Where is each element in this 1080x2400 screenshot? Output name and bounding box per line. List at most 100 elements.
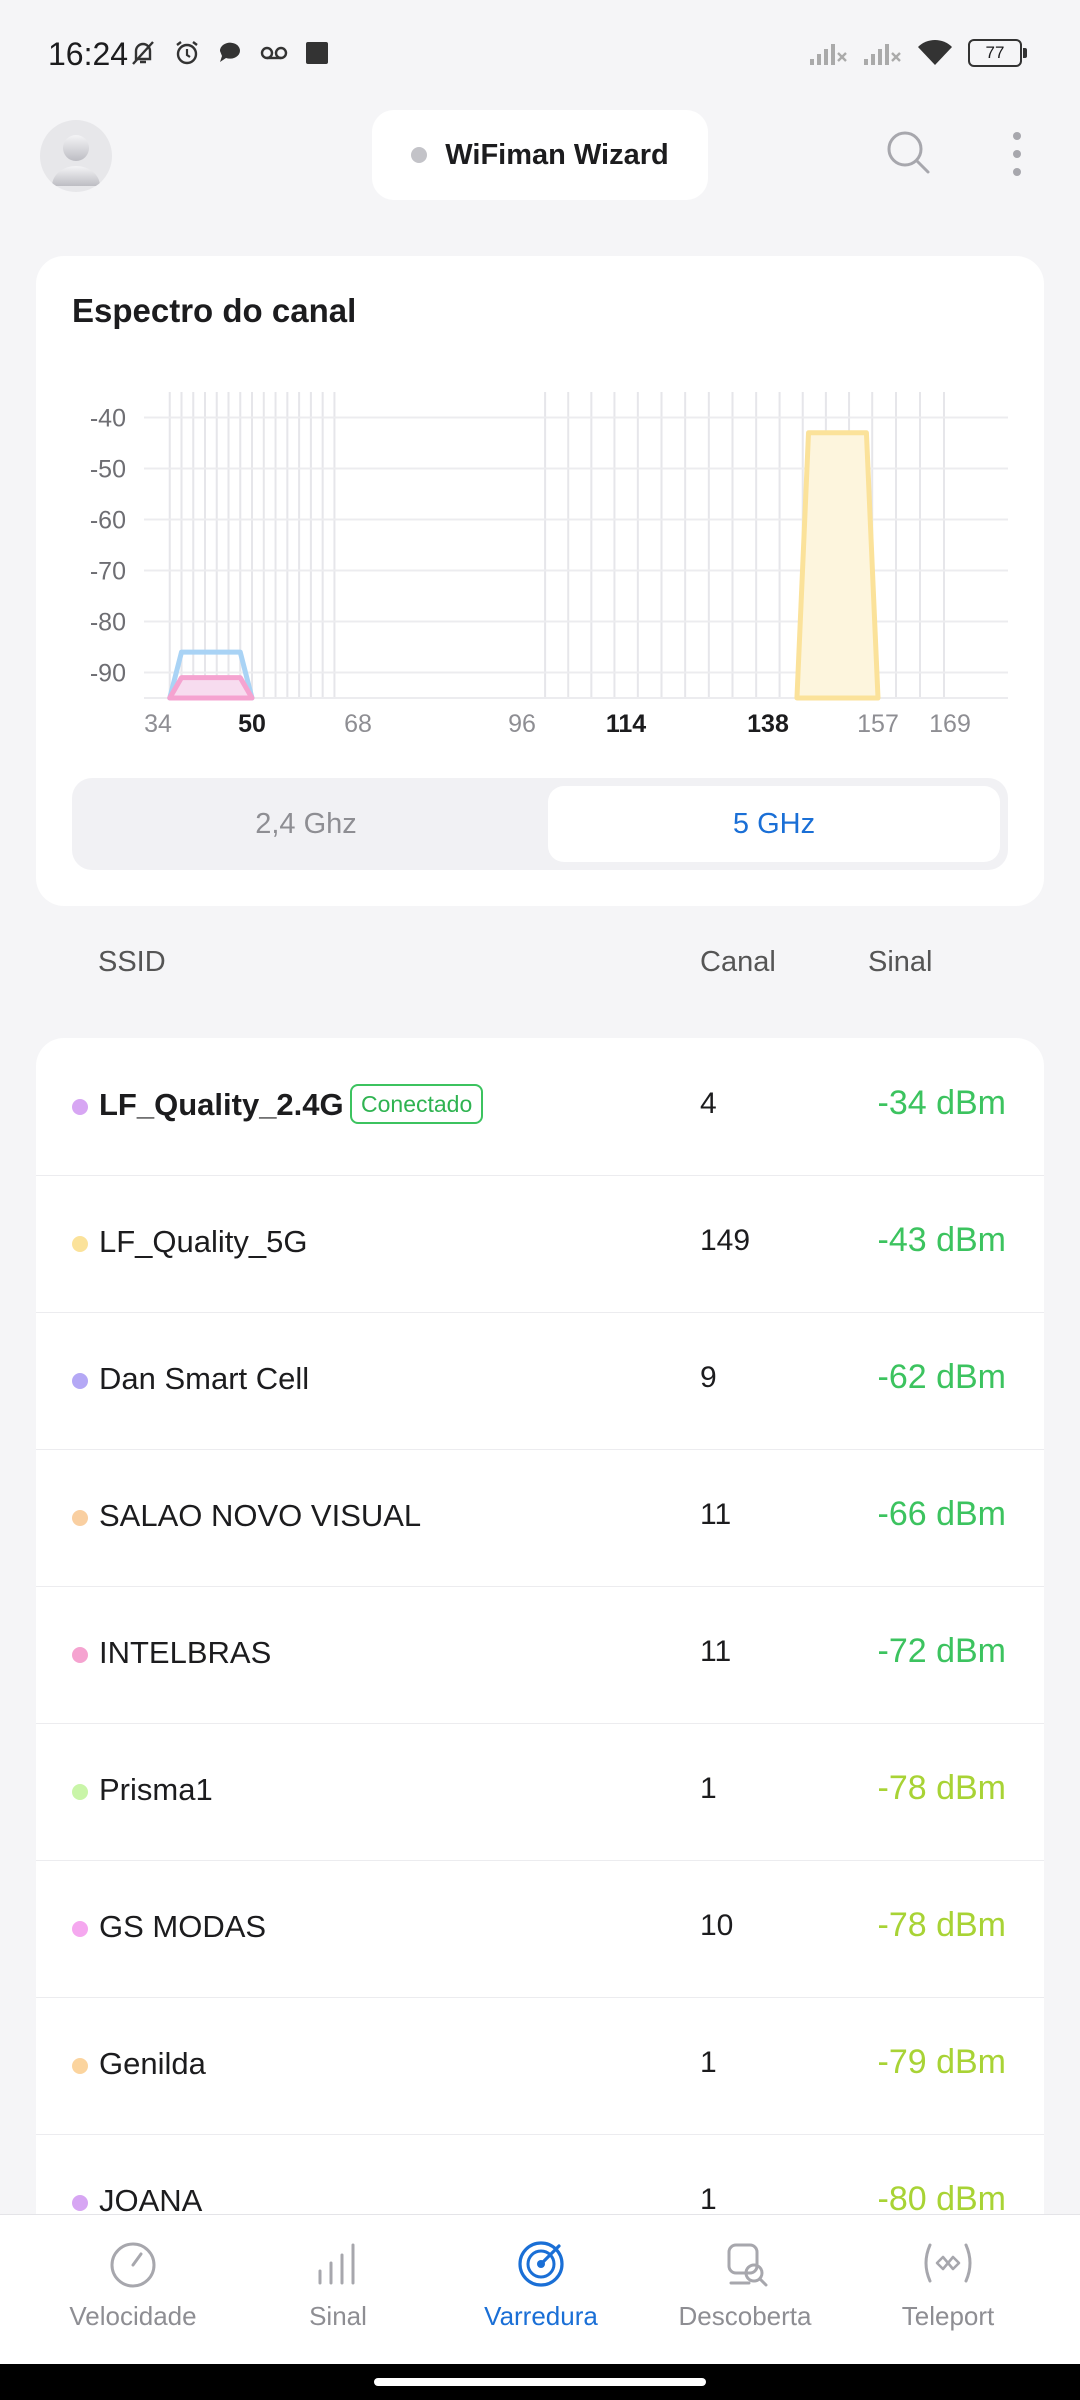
device-discovery-icon (727, 2243, 768, 2287)
nav-label: Descoberta (678, 2301, 812, 2331)
network-channel: 4 (700, 1087, 717, 1120)
nav-label: Varredura (484, 2301, 598, 2331)
system-icons: 77 (808, 38, 1027, 68)
network-color-dot (72, 2058, 88, 2074)
signal-bars-icon (318, 2243, 355, 2285)
avatar[interactable] (40, 120, 112, 192)
network-color-dot (72, 1784, 88, 1800)
card-title: Espectro do canal (72, 292, 357, 329)
network-ssid: JOANA (99, 2183, 203, 2218)
network-list: LF_Quality_2.4G Conectado 4 -34 dBm LF_Quali… (36, 1038, 1044, 2218)
column-header-signal[interactable]: Sinal (868, 946, 933, 978)
home-handle[interactable] (374, 2378, 706, 2386)
alarm-icon (176, 41, 198, 65)
teleport-icon (924, 2243, 972, 2283)
y-tick-label: -60 (90, 507, 126, 535)
nav-label: Sinal (309, 2301, 367, 2331)
band-option-5ghz[interactable]: 5 GHz (548, 786, 1000, 862)
gesture-bar (0, 2364, 1080, 2400)
x-tick-label: 50 (238, 710, 266, 738)
network-channel: 9 (700, 1361, 717, 1394)
status-time: 16:24 (48, 36, 129, 72)
network-channel: 149 (700, 1224, 751, 1257)
column-header-ssid[interactable]: SSID (98, 946, 166, 978)
network-row[interactable]: LF_Quality_5G 149 -43 dBm (36, 1175, 1044, 1313)
network-ssid: INTELBRAS (99, 1635, 272, 1670)
network-ssid: GS MODAS (99, 1909, 267, 1944)
network-signal: -62 dBm (877, 1358, 1007, 1396)
network-color-dot (72, 2195, 88, 2211)
y-tick-label: -90 (90, 660, 126, 688)
network-row[interactable]: SALAO NOVO VISUAL 11 -66 dBm (36, 1449, 1044, 1587)
network-signal: -78 dBm (877, 1769, 1007, 1807)
network-channel-shape (167, 675, 255, 701)
bell-off-icon (132, 41, 154, 65)
network-channel-shape (794, 430, 881, 701)
network-color-dot (72, 1921, 88, 1937)
column-header-channel[interactable]: Canal (700, 946, 776, 978)
spectrum-chart: -40 -50 -60 -70 -80 -90 34 50 68 96 114 138 157 169 (90, 392, 1008, 738)
network-row[interactable]: Dan Smart Cell 9 -62 dBm (36, 1312, 1044, 1450)
notification-icons (128, 38, 330, 68)
signal-x-icon (864, 44, 901, 65)
status-bar: 16:24 77 (0, 0, 1080, 110)
nav-sinal[interactable]: Sinal (238, 2237, 438, 2357)
network-ssid: Genilda (99, 2046, 206, 2081)
search-icon[interactable] (884, 128, 932, 176)
network-signal: -78 dBm (877, 1906, 1007, 1944)
nav-descoberta[interactable]: Descoberta (645, 2237, 845, 2357)
wizard-status-dot (411, 147, 428, 163)
network-row[interactable]: Prisma1 1 -78 dBm (36, 1723, 1044, 1861)
x-tick-label: 68 (344, 710, 372, 738)
y-tick-label: -40 (90, 405, 126, 433)
band-toggle: 2,4 Ghz 5 GHz (72, 778, 1008, 870)
x-tick-label: 157 (857, 710, 899, 738)
bottom-navigation: Velocidade Sinal Varredura Descoberta Te… (0, 2214, 1080, 2365)
wifiman-wizard-button[interactable]: WiFiman Wizard (372, 110, 708, 200)
network-signal: -80 dBm (877, 2180, 1007, 2218)
network-ssid: SALAO NOVO VISUAL (99, 1498, 422, 1533)
network-row[interactable]: LF_Quality_2.4G Conectado 4 -34 dBm (36, 1038, 1044, 1176)
network-row[interactable]: JOANA 1 -80 dBm (36, 2134, 1044, 2218)
network-signal: -79 dBm (877, 2043, 1007, 2081)
wifi-icon (918, 39, 952, 65)
network-row[interactable]: GS MODAS 10 -78 dBm (36, 1860, 1044, 1998)
nav-teleport[interactable]: Teleport (848, 2237, 1048, 2357)
nav-varredura[interactable]: Varredura (441, 2237, 641, 2357)
more-vertical-icon[interactable] (1004, 130, 1030, 178)
nav-velocidade[interactable]: Velocidade (33, 2237, 233, 2357)
network-signal: -43 dBm (877, 1221, 1007, 1259)
network-color-dot (72, 1647, 88, 1663)
network-color-dot (72, 1236, 88, 1252)
channel-spectrum-card: Espectro do canal -40 -50 -60 -70 -80 -90 34 50… (36, 256, 1044, 906)
x-tick-label: 34 (144, 710, 172, 738)
network-signal: -72 dBm (877, 1632, 1007, 1670)
signal-x-icon (810, 44, 847, 65)
band-option-2-4ghz[interactable]: 2,4 Ghz (255, 807, 357, 840)
network-row[interactable]: INTELBRAS 11 -72 dBm (36, 1586, 1044, 1724)
square-icon (306, 42, 328, 64)
network-channel: 10 (700, 1909, 734, 1942)
network-channel: 11 (700, 1498, 732, 1531)
nav-label: Teleport (901, 2301, 995, 2331)
network-ssid: LF_Quality_5G (99, 1224, 308, 1259)
network-color-dot (72, 1373, 88, 1389)
x-tick-label: 96 (508, 710, 536, 738)
network-row[interactable]: Genilda 1 -79 dBm (36, 1997, 1044, 2135)
speedometer-icon (110, 2242, 156, 2288)
user-icon (52, 135, 100, 186)
network-ssid: LF_Quality_2.4G (99, 1087, 344, 1122)
nav-label: Velocidade (69, 2301, 197, 2331)
battery-level: 77 (985, 43, 1005, 62)
network-channel: 1 (700, 1772, 717, 1805)
voicemail-icon (260, 46, 288, 60)
network-ssid: Prisma1 (99, 1772, 213, 1807)
x-tick-label: 114 (606, 710, 646, 738)
y-tick-label: -70 (90, 558, 126, 586)
battery-icon: 77 (968, 39, 1027, 67)
network-channel: 1 (700, 2183, 717, 2216)
network-channel: 1 (700, 2046, 717, 2079)
network-signal: -34 dBm (877, 1084, 1007, 1122)
network-color-dot (72, 1099, 88, 1115)
network-color-dot (72, 1510, 88, 1526)
